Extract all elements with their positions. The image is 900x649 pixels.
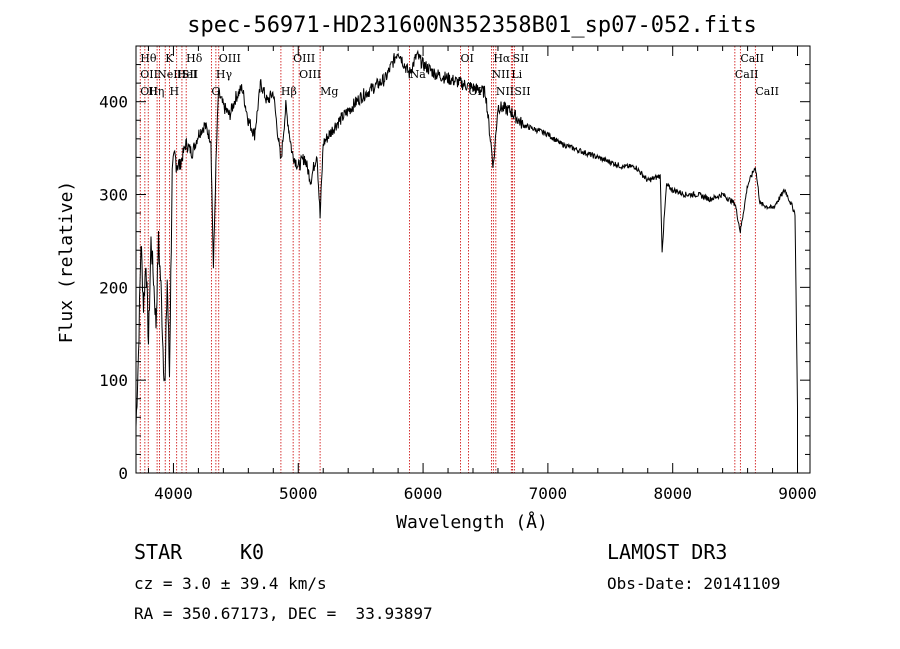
plot-frame [135, 45, 811, 474]
line-label: NeIII [157, 68, 186, 81]
y-tick-label: 400 [99, 93, 128, 112]
line-label: Hγ [216, 68, 233, 81]
line-label: NII [491, 68, 509, 81]
chart-title: spec-56971-HD231600N352358B01_sp07-052.f… [187, 13, 757, 38]
line-label: OII [140, 68, 158, 81]
x-tick-label: 8000 [653, 484, 692, 503]
line-label: NII [496, 85, 514, 98]
line-label: CaII [740, 52, 764, 65]
y-tick-label: 200 [99, 278, 128, 297]
line-label: HeI [177, 68, 197, 81]
y-tick-label: 300 [99, 186, 128, 205]
line-label: Na [410, 68, 427, 81]
line-label: OII [140, 85, 158, 98]
line-label: SII [182, 68, 198, 81]
x-tick-label: 6000 [404, 484, 443, 503]
line-label: OIII [299, 68, 321, 81]
y-tick-label: 100 [99, 371, 128, 390]
axis-ticks: 4000 5000 6000 7000 8000 9000 0 100 200 300 400 [99, 46, 817, 503]
line-label: H [169, 85, 179, 98]
line-label: Hα [493, 52, 511, 65]
line-label: CaII [735, 68, 759, 81]
line-label: Hδ [186, 52, 203, 65]
line-label: OI [461, 52, 474, 65]
line-label: Hθ [140, 52, 157, 65]
x-tick-label: 7000 [529, 484, 568, 503]
observation-date: Obs-Date: 20141109 [607, 574, 781, 593]
object-class: STAR [134, 540, 183, 564]
line-label: SII [512, 52, 528, 65]
line-label: CaII [755, 85, 779, 98]
spectrum-chart: spec-56971-HD231600N352358B01_sp07-052.f… [56, 13, 817, 533]
spectral-line-markers [139, 46, 756, 473]
x-tick-label: 9000 [778, 484, 817, 503]
line-label: K [165, 52, 174, 65]
y-tick-label: 0 [118, 464, 128, 483]
x-axis-label: Wavelength (Å) [396, 511, 548, 533]
line-label: Mg [320, 85, 338, 98]
object-subclass: K0 [240, 540, 265, 564]
y-axis-label: Flux (relative) [56, 181, 77, 344]
spectrum-series-line [135, 49, 798, 473]
line-label: Hβ [281, 85, 297, 98]
line-label: Hη [148, 85, 164, 98]
survey-name: LAMOST DR3 [607, 540, 728, 564]
line-label: Li [511, 68, 522, 81]
line-label: SII [514, 85, 530, 98]
coordinates-readout: RA = 350.67173, DEC = 33.93897 [134, 604, 433, 623]
x-tick-label: 5000 [279, 484, 318, 503]
redshift-readout: cz = 3.0 ± 39.4 km/s [134, 574, 327, 593]
line-label: OIII [293, 52, 315, 65]
line-label: G [211, 85, 220, 98]
line-label: OIII [219, 52, 241, 65]
x-tick-label: 4000 [154, 484, 193, 503]
